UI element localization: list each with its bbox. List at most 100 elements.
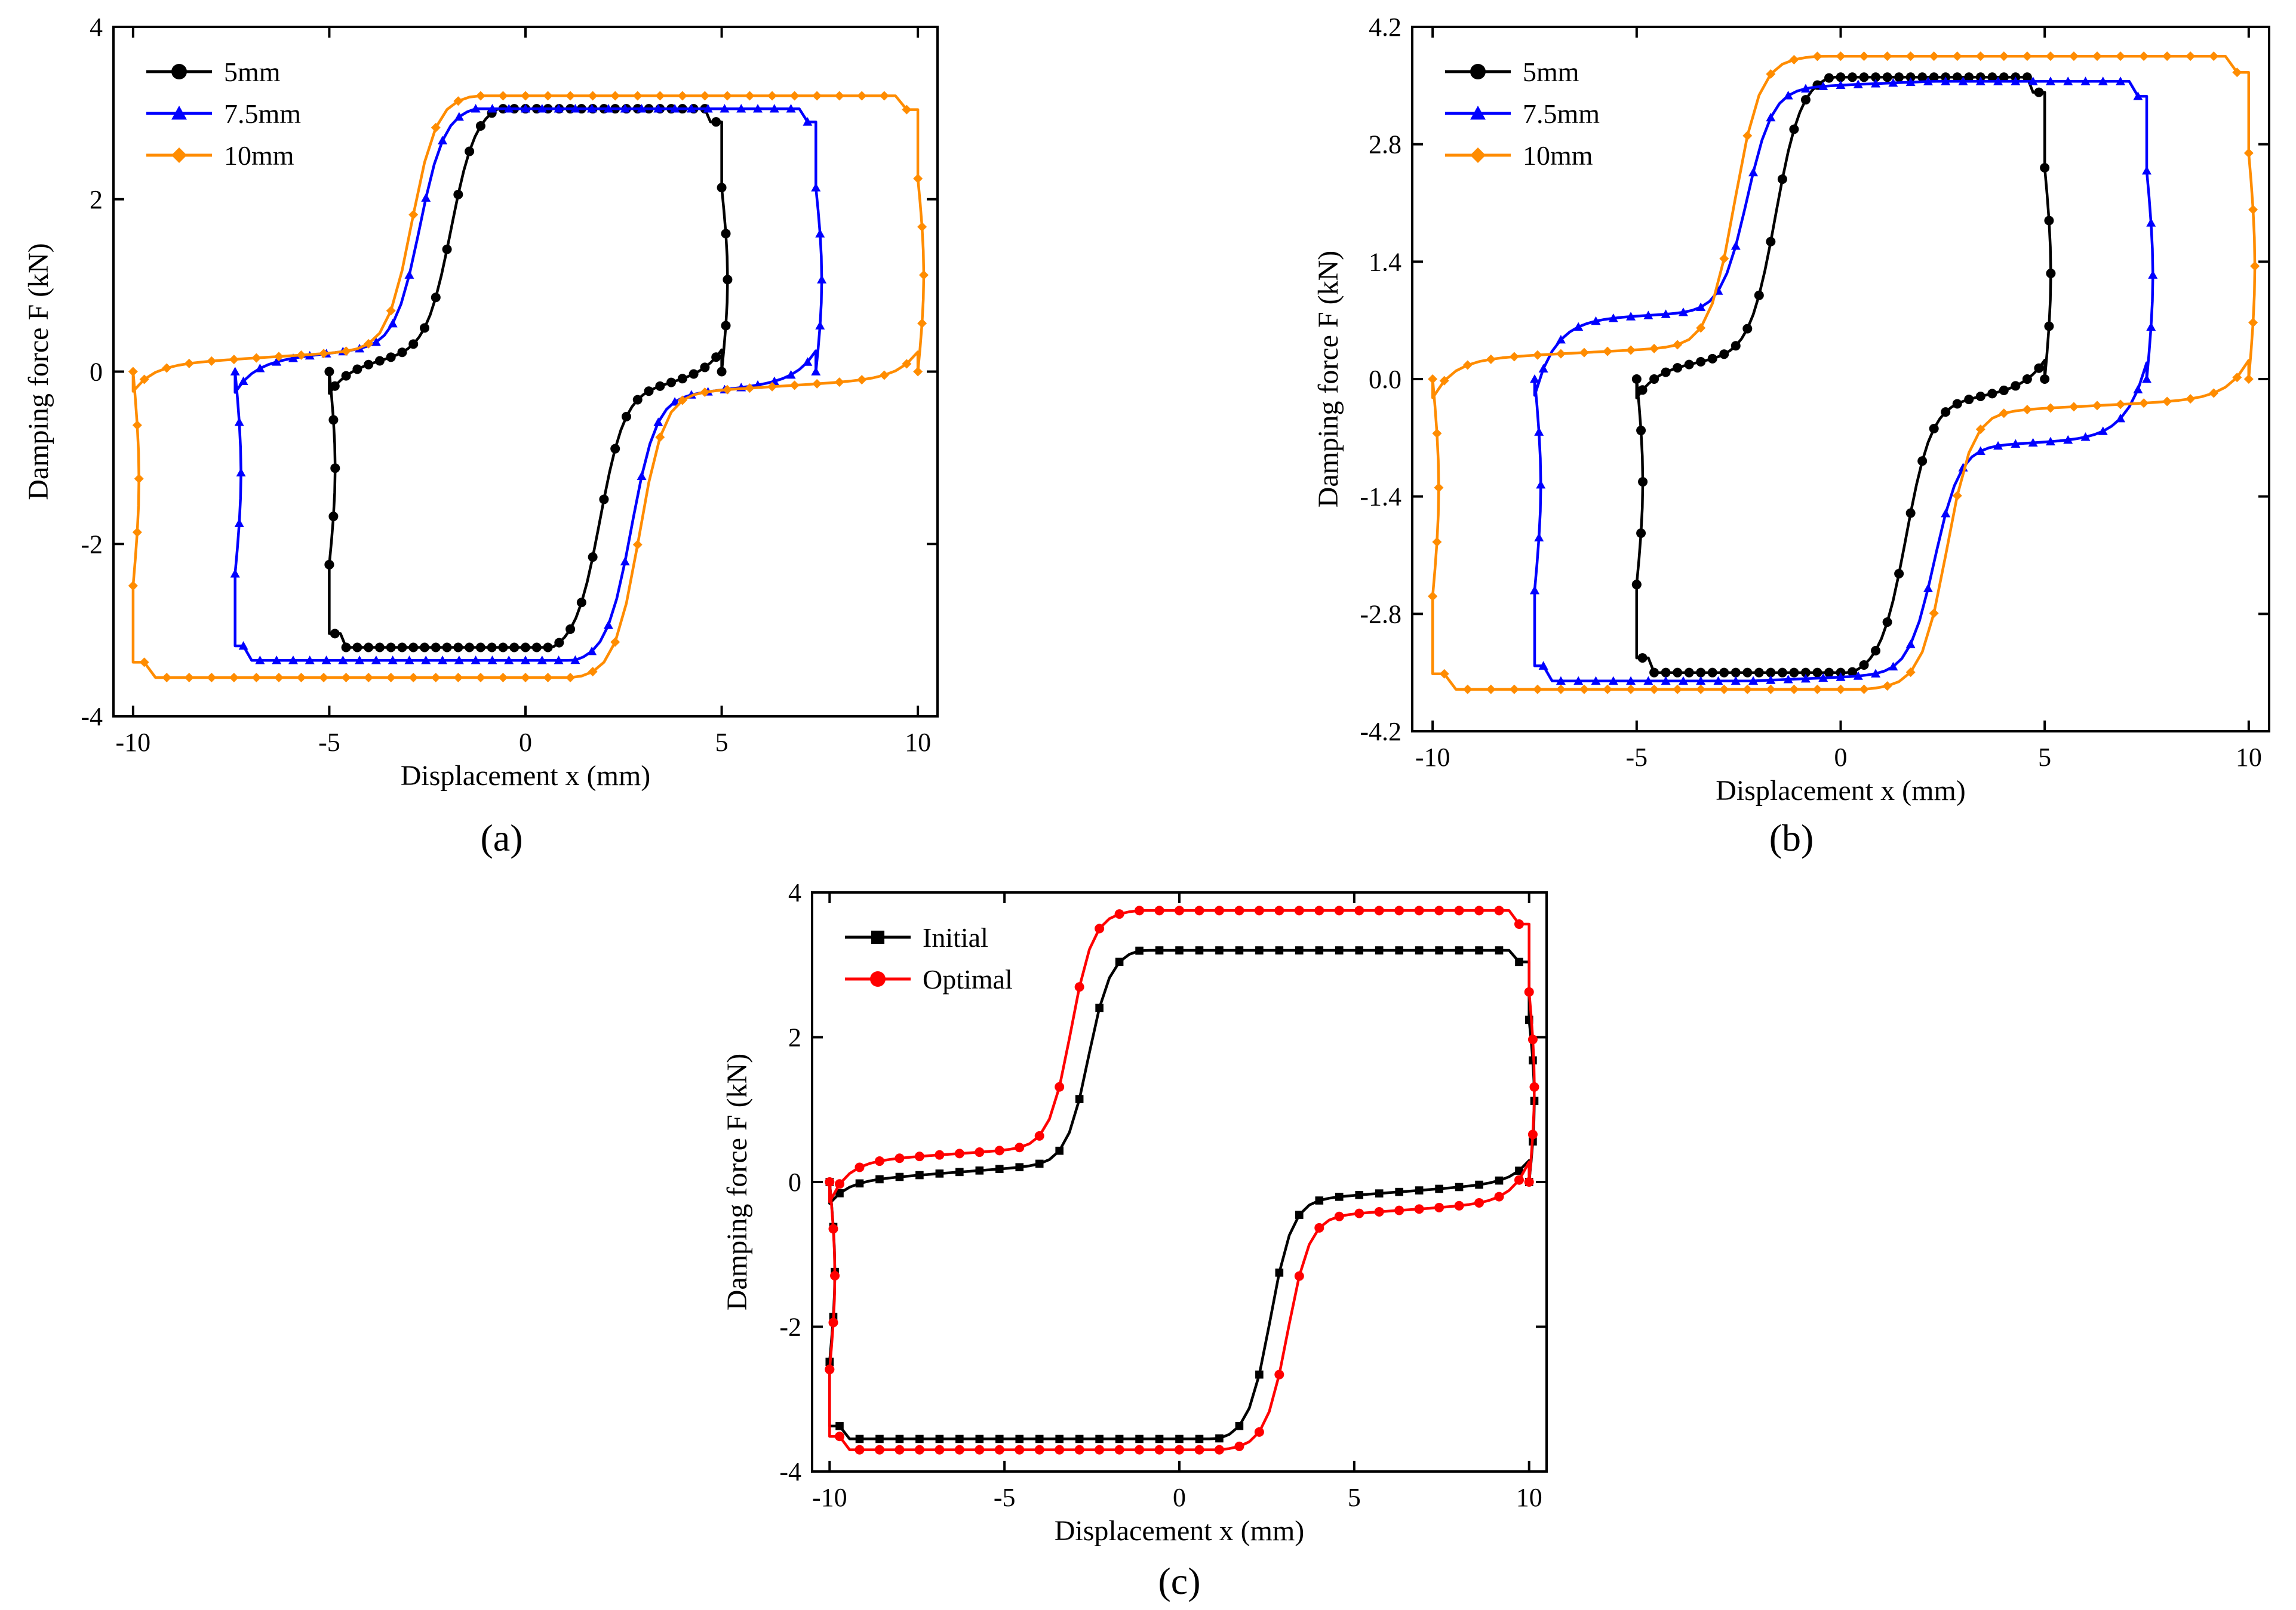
data-point <box>288 353 298 362</box>
data-point <box>902 104 912 115</box>
data-point <box>2063 435 2073 444</box>
data-point <box>1905 72 1916 82</box>
data-point <box>442 244 452 254</box>
data-point <box>637 104 647 113</box>
data-point <box>975 1434 984 1443</box>
data-point <box>815 229 825 238</box>
data-point <box>1155 1434 1164 1443</box>
data-point <box>1254 906 1264 916</box>
data-point <box>703 104 713 113</box>
data-point <box>531 642 542 652</box>
data-point <box>1573 676 1584 685</box>
data-point <box>875 1175 884 1184</box>
data-point <box>1534 427 1544 436</box>
data-point <box>1812 51 1822 61</box>
data-point <box>1754 667 1764 678</box>
data-point <box>1673 684 1683 694</box>
data-point <box>1375 1189 1384 1198</box>
data-point <box>171 147 187 163</box>
data-point <box>1414 906 1424 916</box>
data-point <box>855 1179 864 1188</box>
data-point <box>1295 1211 1304 1219</box>
data-point <box>2068 402 2079 412</box>
data-point <box>388 655 398 664</box>
data-point <box>1871 79 1881 88</box>
data-point <box>324 367 334 377</box>
data-point <box>875 1434 884 1443</box>
data-point <box>786 370 796 379</box>
data-point <box>1154 1445 1164 1455</box>
data-point <box>1374 906 1384 916</box>
data-point <box>1696 667 1706 678</box>
data-point <box>1315 946 1324 955</box>
data-point <box>521 673 530 683</box>
data-point <box>1678 307 1688 316</box>
data-point <box>1987 72 1997 82</box>
data-point <box>1905 639 1916 648</box>
data-point <box>954 1149 964 1159</box>
data-point <box>1556 676 1566 685</box>
data-point <box>2209 51 2219 61</box>
data-point <box>421 193 431 202</box>
data-point <box>2044 321 2054 331</box>
data-point <box>1871 645 1881 655</box>
data-point <box>632 91 643 101</box>
data-point <box>2250 261 2260 271</box>
data-point <box>1195 1434 1204 1443</box>
data-point <box>621 411 631 421</box>
data-point <box>913 174 923 184</box>
data-point <box>1824 667 1834 678</box>
data-point <box>666 377 677 387</box>
data-point <box>1754 290 1764 300</box>
data-point <box>171 64 187 79</box>
data-point <box>1626 312 1636 321</box>
data-point <box>686 104 696 113</box>
data-point <box>603 104 613 113</box>
data-point <box>857 91 867 101</box>
data-point <box>610 637 620 647</box>
data-point <box>1638 477 1648 487</box>
data-point <box>234 417 244 426</box>
data-point <box>1731 341 1741 351</box>
data-point <box>587 646 597 655</box>
data-point <box>789 91 800 101</box>
data-point <box>1035 1159 1044 1168</box>
data-point <box>1812 667 1822 678</box>
data-point <box>1514 1175 1524 1185</box>
data-point <box>1929 424 1939 434</box>
data-point <box>1375 946 1384 955</box>
y-tick-label: -2.8 <box>1360 599 1401 629</box>
data-point <box>1871 669 1881 678</box>
data-point <box>498 673 508 683</box>
data-point <box>1274 1369 1284 1380</box>
data-point <box>1395 946 1403 955</box>
data-point <box>328 415 339 425</box>
data-point <box>1905 508 1916 518</box>
data-point <box>1435 1184 1443 1193</box>
y-tick-label: 0 <box>90 358 103 387</box>
data-point <box>1486 354 1496 364</box>
data-point <box>879 370 889 380</box>
data-point <box>2044 216 2054 226</box>
x-tick-label: 10 <box>1516 1483 1542 1512</box>
chart-panel-b: -10 -5 0 5 10 -4.2 -2.8 -1.4 0.0 1.4 2.8 4.2 Displac… <box>1313 13 2270 859</box>
data-point <box>2133 384 2143 393</box>
data-point <box>1777 667 1787 678</box>
data-point <box>994 1445 1004 1455</box>
data-point <box>431 293 441 303</box>
data-point <box>2022 405 2032 415</box>
data-point <box>1462 684 1473 694</box>
data-point <box>767 91 777 101</box>
data-point <box>1354 906 1364 916</box>
data-point <box>2092 51 2103 61</box>
data-point <box>2080 432 2091 441</box>
data-point <box>207 673 217 683</box>
data-point <box>184 673 194 683</box>
data-point <box>588 667 598 677</box>
data-point <box>835 1432 845 1442</box>
data-point <box>1015 1143 1025 1153</box>
data-point <box>374 642 385 652</box>
y-tick-label: -4 <box>81 702 103 731</box>
data-point <box>1055 1146 1064 1155</box>
data-point <box>1742 684 1753 694</box>
